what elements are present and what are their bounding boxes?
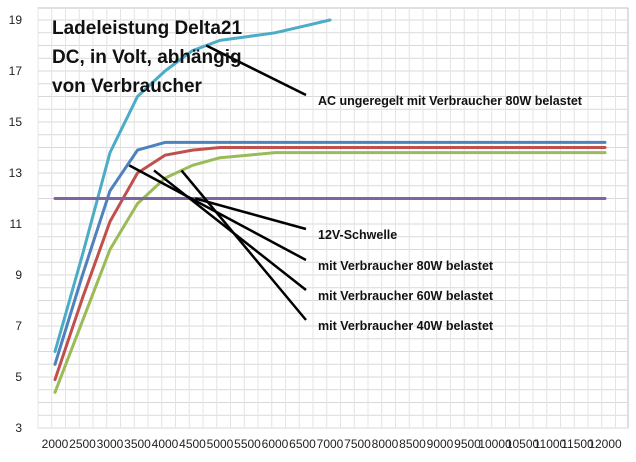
annotation-label-w60: mit Verbraucher 60W belastet [318, 289, 494, 303]
chart-title-line: von Verbraucher [52, 76, 203, 97]
plot-area [37, 7, 629, 429]
y-tick-label: 19 [9, 13, 23, 27]
x-tick-label: 10500 [506, 437, 540, 451]
series-lines [53, 18, 607, 394]
annotation-leaders [128, 44, 307, 321]
y-tick-label: 15 [9, 115, 23, 129]
x-tick-label: 8000 [372, 437, 399, 451]
x-tick-label: 9500 [454, 437, 481, 451]
y-tick-label: 13 [9, 166, 23, 180]
chart-title-line: DC, in Volt, abhängig [52, 47, 242, 68]
annotation-leader-line [194, 197, 307, 231]
x-tick-label: 5000 [207, 437, 234, 451]
y-tick-label: 11 [10, 217, 23, 231]
x-tick-label: 3000 [97, 437, 124, 451]
y-tick-label: 5 [15, 370, 22, 384]
series-line-w80 [53, 140, 607, 366]
series-line-w60 [53, 146, 607, 382]
x-tick-label: 2500 [69, 437, 96, 451]
x-tick-label: 6000 [262, 437, 289, 451]
y-tick-label: 7 [15, 319, 22, 333]
series-line-w40 [53, 151, 607, 394]
grid [37, 7, 629, 429]
x-tick-label: 11500 [561, 437, 594, 451]
series-line-ac [53, 18, 332, 353]
x-tick-label: 4000 [152, 437, 179, 451]
x-tick-label: 2000 [42, 437, 69, 451]
annotation-label-w80: mit Verbraucher 80W belastet [318, 259, 494, 273]
x-tick-label: 5500 [234, 437, 261, 451]
y-axis-ticks: 3 5 7 9 11 13 15 17 19 [9, 13, 23, 435]
x-tick-label: 12000 [588, 437, 622, 451]
x-tick-label: 11000 [534, 437, 567, 451]
x-tick-label: 10000 [478, 437, 512, 451]
annotation-label-w40: mit Verbraucher 40W belastet [318, 319, 494, 333]
x-tick-label: 8500 [399, 437, 426, 451]
annotation-label-threshold: 12V-Schwelle [318, 228, 397, 242]
annotation-label-ac: AC ungeregelt mit Verbraucher 80W belast… [318, 94, 583, 108]
y-tick-label: 9 [15, 268, 22, 282]
x-axis-ticks: 2000 2500 3000 3500 4000 4500 5000 5500 6000 6500… [42, 437, 622, 451]
chart-title: Ladeleistung Delta21 DC, in Volt, abhängi… [52, 18, 242, 97]
x-tick-label: 9000 [427, 437, 454, 451]
annotation-labels: AC ungeregelt mit Verbraucher 80W belast… [318, 94, 583, 333]
x-tick-label: 3500 [124, 437, 151, 451]
annotation-leader-line [180, 169, 307, 321]
x-tick-label: 4500 [179, 437, 206, 451]
y-tick-label: 17 [9, 64, 23, 78]
x-tick-label: 6500 [289, 437, 316, 451]
x-tick-label: 7500 [344, 437, 371, 451]
x-tick-label: 7000 [317, 437, 344, 451]
chart-title-line: Ladeleistung Delta21 [52, 18, 242, 39]
y-tick-label: 3 [15, 421, 22, 435]
annotation-leader-line [205, 44, 307, 97]
